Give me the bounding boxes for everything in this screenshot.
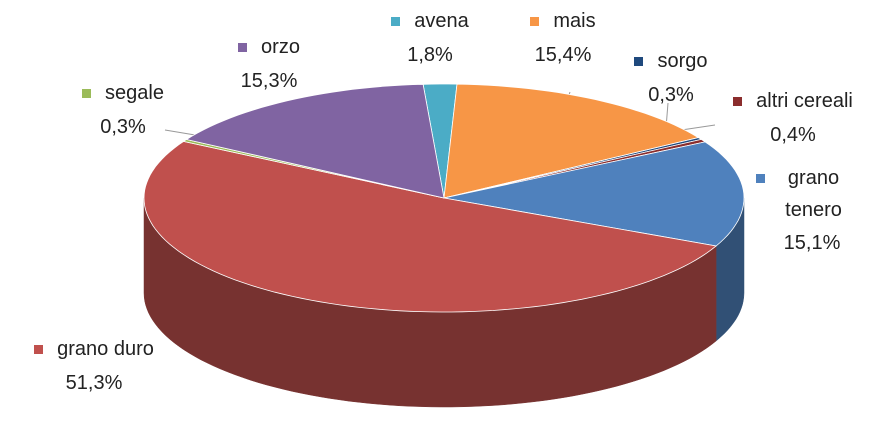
value-label: 1,8% (407, 44, 453, 66)
data-label: mais 15,4% (513, 4, 613, 72)
data-label: grano duro 51,3% (14, 332, 174, 400)
label-name-line: altri cereali (718, 84, 868, 118)
value-label: 15,4% (534, 44, 592, 66)
value-label: 51,3% (65, 372, 123, 394)
value-label: 15,3% (240, 70, 298, 92)
slice (443, 83, 700, 199)
category-label: sorgo (657, 50, 708, 72)
category-label: mais (553, 10, 596, 32)
slice (185, 83, 445, 199)
legend-marker (634, 57, 644, 67)
value-label: 15,1% (783, 232, 841, 254)
legend-marker (34, 345, 44, 355)
label-name-line: sorgo (626, 44, 716, 78)
category-label: grano tenero (785, 167, 842, 221)
label-name-line: orzo (214, 30, 324, 64)
category-label: orzo (261, 36, 300, 58)
data-label: altri cereali 0,4% (718, 84, 868, 152)
label-name-line: mais (513, 4, 613, 38)
label-name-line: avena (385, 4, 475, 38)
category-label: avena (414, 10, 469, 32)
data-label: avena 1,8% (385, 4, 475, 72)
legend-marker (391, 17, 401, 27)
label-name-line: segale (68, 76, 178, 110)
label-name-line: grano duro (14, 332, 174, 366)
legend-marker (733, 97, 743, 107)
legend-marker (238, 43, 248, 53)
data-label: segale 0,3% (68, 76, 178, 144)
legend-marker (82, 89, 92, 99)
data-label: grano tenero 15,1% (742, 162, 862, 260)
legend-marker (530, 17, 540, 27)
value-label: 0,3% (100, 116, 146, 138)
pie-tops (143, 83, 745, 313)
label-name-line: grano tenero (742, 162, 862, 226)
category-label: segale (105, 82, 164, 104)
slice (143, 140, 718, 313)
legend-marker (755, 174, 765, 183)
value-label: 0,3% (648, 84, 694, 106)
category-label: altri cereali (756, 90, 853, 112)
value-label: 0,4% (770, 124, 816, 146)
category-label: grano duro (57, 338, 154, 360)
data-label: sorgo 0,3% (626, 44, 716, 112)
data-label: orzo 15,3% (214, 30, 324, 98)
slice (443, 141, 745, 247)
